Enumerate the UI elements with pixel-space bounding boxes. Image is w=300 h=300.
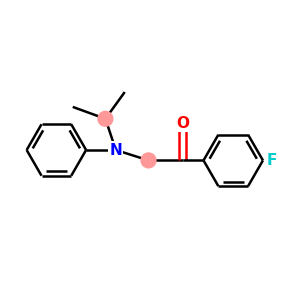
Circle shape: [98, 111, 113, 126]
Text: O: O: [176, 116, 189, 131]
Text: N: N: [110, 142, 122, 158]
Text: F: F: [267, 153, 277, 168]
Circle shape: [141, 153, 156, 168]
